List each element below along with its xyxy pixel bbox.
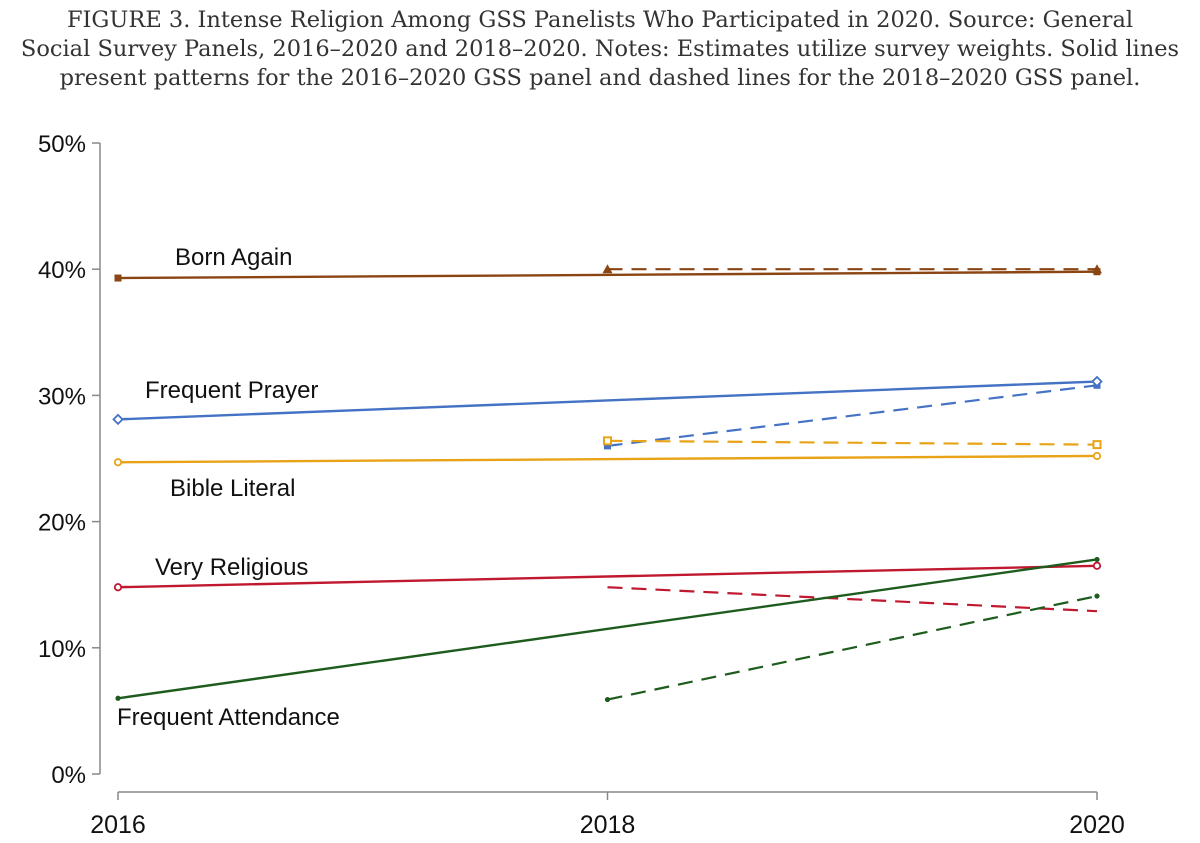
data-point-frequent-attendance-2016-panel (1094, 556, 1100, 563)
data-point-frequent-attendance-2018-panel (1094, 593, 1100, 599)
x-tick-label: 2018 (580, 811, 636, 839)
y-tick-label: 0% (51, 762, 86, 789)
series-label-very-religious: Very Religious (155, 554, 308, 581)
data-point-very-religious-2016-panel (113, 583, 123, 592)
data-point-frequent-prayer-2016-panel (112, 413, 124, 426)
data-point-born-again-2018-panel (602, 264, 613, 274)
data-point-bible-literal-2016-panel (1092, 451, 1102, 461)
series-markers (112, 264, 1103, 703)
series-lines (117, 268, 1098, 701)
series-line-frequent-prayer-2018-panel (607, 384, 1098, 447)
series-label-born-again: Born Again (175, 244, 292, 271)
x-axis: 2016 2018 2020 (90, 791, 1125, 839)
series-line-frequent-prayer-2016-panel (117, 380, 1098, 421)
series-line-born-again-2016-panel (117, 270, 1098, 280)
series-label-frequent-attendance: Frequent Attendance (117, 704, 340, 731)
y-tick-label: 10% (38, 636, 86, 663)
caption-line-1: FIGURE 3. Intense Religion Among GSS Pan… (66, 7, 1134, 33)
series-line-frequent-attendance-2018-panel (607, 594, 1098, 701)
y-tick-label: 30% (38, 383, 86, 410)
data-point-bible-literal-2016-panel (113, 458, 123, 467)
series-line-bible-literal-2016-panel (117, 454, 1098, 464)
series-label-frequent-prayer: Frequent Prayer (145, 377, 318, 404)
data-point-frequent-prayer-2016-panel (1091, 375, 1103, 388)
series-label-bible-literal: Bible Literal (170, 475, 295, 502)
data-point-born-again-2016-panel (114, 274, 122, 282)
data-point-frequent-attendance-2016-panel (115, 695, 121, 701)
series-line-frequent-attendance-2016-panel (117, 558, 1098, 700)
series-line-very-religious-2016-panel (117, 564, 1098, 589)
x-tick-label: 2016 (90, 811, 146, 839)
figure-caption: FIGURE 3. Intense Religion Among GSS Pan… (0, 6, 1200, 93)
data-point-born-again-2016-panel (1093, 268, 1101, 276)
y-axis: 0% 10% 20% 30% 40% 50% (38, 131, 101, 789)
data-point-bible-literal-2018-panel (1092, 440, 1102, 450)
series-line-bible-literal-2018-panel (607, 439, 1098, 446)
y-tick-label: 20% (38, 510, 86, 537)
y-tick-label: 40% (38, 257, 86, 284)
data-point-frequent-prayer-2018-panel (604, 442, 611, 450)
data-point-frequent-attendance-2018-panel (604, 696, 611, 703)
series-labels: Born Again Frequent Prayer Bible Literal… (117, 244, 340, 731)
caption-line-3: present patterns for the 2016–2020 GSS p… (59, 65, 1141, 91)
x-tick-label: 2020 (1069, 811, 1125, 839)
data-point-bible-literal-2018-panel (603, 436, 612, 446)
data-point-very-religious-2016-panel (1092, 561, 1102, 570)
y-tick-label: 50% (38, 131, 86, 158)
caption-line-2: Social Survey Panels, 2016–2020 and 2018… (20, 36, 1180, 62)
series-line-very-religious-2018-panel (607, 586, 1098, 613)
